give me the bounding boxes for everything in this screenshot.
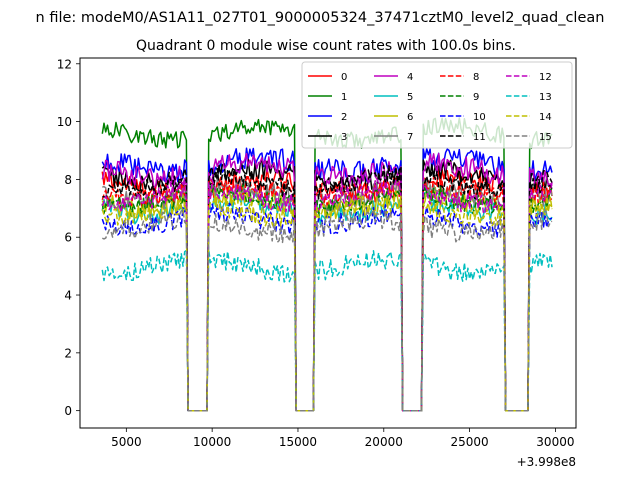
series-line-8 (101, 173, 553, 412)
legend-label-4: 4 (407, 72, 413, 83)
series-line-4 (101, 152, 553, 412)
legend-label-13: 13 (539, 92, 552, 103)
legend-label-9: 9 (473, 92, 479, 103)
y-tick-label: 4 (64, 289, 72, 303)
series-line-15 (102, 209, 553, 412)
y-tick-label: 12 (57, 57, 72, 71)
chart-title: Quadrant 0 module wise count rates with … (136, 38, 516, 54)
legend-label-0: 0 (341, 72, 347, 83)
legend-label-15: 15 (539, 132, 552, 143)
y-tick-label: 6 (64, 231, 72, 245)
legend-label-8: 8 (473, 72, 479, 83)
legend-label-12: 12 (539, 72, 552, 83)
series-line-12 (101, 179, 553, 412)
x-tick-label: 30000 (536, 435, 574, 449)
x-axis-offset-label: +3.998e8 (517, 455, 576, 469)
y-axis: 0 2 4 6 8 10 12 (57, 57, 80, 418)
x-tick-label: 15000 (279, 435, 317, 449)
legend-label-14: 14 (539, 112, 552, 123)
x-tick-label: 25000 (450, 435, 488, 449)
x-tick-label: 10000 (193, 435, 231, 449)
legend-label-1: 1 (341, 92, 347, 103)
legend-box (301, 61, 573, 149)
series-line-14 (101, 195, 553, 412)
x-axis: 5000 10000 15000 20000 25000 30000 (111, 428, 574, 449)
y-tick-label: 2 (64, 346, 72, 360)
series-line-13 (101, 248, 553, 412)
series-layer (101, 117, 553, 412)
y-tick-label: 0 (64, 404, 72, 418)
series-line-11 (102, 164, 553, 412)
legend-label-3: 3 (341, 132, 347, 143)
x-tick-label: 20000 (365, 435, 403, 449)
legend-label-2: 2 (341, 112, 347, 123)
x-tick-label: 5000 (111, 435, 142, 449)
axes-frame (79, 57, 577, 429)
legend-label-6: 6 (407, 112, 413, 123)
legend-label-10: 10 (473, 112, 486, 123)
y-tick-label: 10 (57, 115, 72, 129)
figure-suptitle: n file: modeM0/AS1A11_027T01_9000005324_… (36, 10, 605, 26)
y-tick-label: 8 (64, 173, 72, 187)
legend-label-5: 5 (407, 92, 413, 103)
legend-label-7: 7 (407, 132, 413, 143)
legend-label-11: 11 (473, 132, 486, 143)
